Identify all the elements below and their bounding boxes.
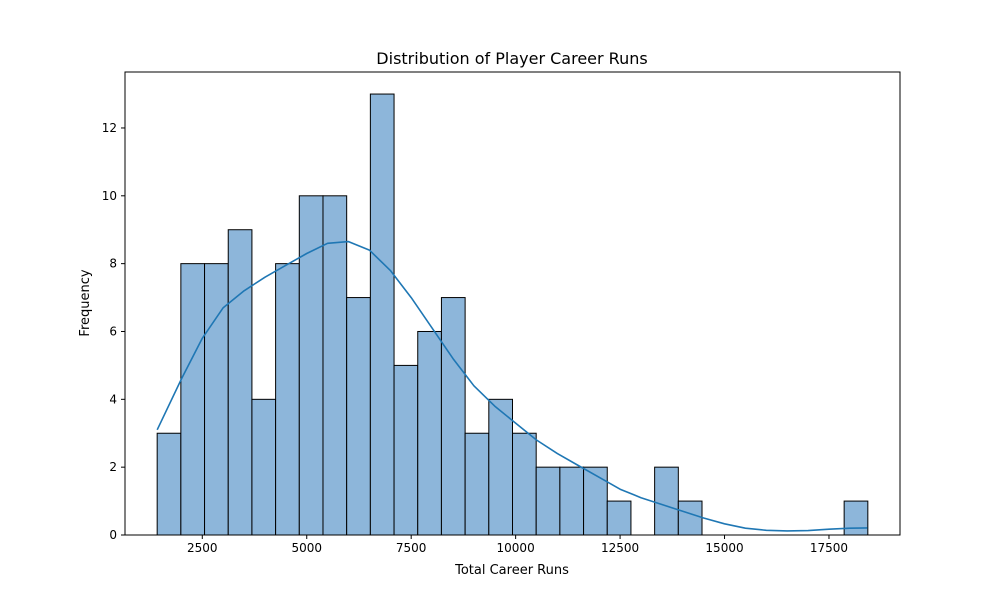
histogram-bar xyxy=(440,297,466,536)
x-tick-label: 12500 xyxy=(601,541,639,555)
histogram-bar xyxy=(512,432,537,536)
histogram-bar xyxy=(606,500,632,536)
histogram-bar xyxy=(369,93,395,536)
histogram-bar xyxy=(156,432,182,536)
histogram-bar xyxy=(583,466,608,536)
y-tick-label: 0 xyxy=(109,528,117,542)
plot-frame xyxy=(124,71,901,536)
y-tick-label: 6 xyxy=(109,324,117,338)
histogram-bar xyxy=(322,195,348,536)
y-axis-label: Frequency xyxy=(78,269,93,336)
histogram-bar xyxy=(535,466,561,536)
histogram-bar xyxy=(559,466,585,536)
x-axis-label: Total Career Runs xyxy=(454,563,569,578)
kde-layer xyxy=(156,240,868,532)
histogram-bar xyxy=(251,398,277,536)
chart-title: Distribution of Player Career Runs xyxy=(376,49,647,68)
y-axis-ticks: 0 2 4 6 8 10 12 xyxy=(102,121,125,542)
histogram-bar xyxy=(393,364,419,536)
kde-curve xyxy=(156,240,868,532)
x-tick-label: 5000 xyxy=(291,541,322,555)
histogram-bar xyxy=(275,263,300,536)
histogram-bar xyxy=(488,398,513,536)
histogram-bar xyxy=(227,229,253,536)
histogram-bar xyxy=(843,500,869,536)
histogram-bar xyxy=(204,263,229,536)
x-axis-ticks: 2500 5000 7500 10000 12500 15000 17500 xyxy=(187,535,848,555)
x-tick-label: 17500 xyxy=(810,541,848,555)
x-tick-label: 2500 xyxy=(187,541,218,555)
histogram-bar xyxy=(464,432,490,536)
y-tick-label: 10 xyxy=(102,189,117,203)
x-tick-label: 7500 xyxy=(396,541,427,555)
histogram-bar xyxy=(654,466,679,536)
y-tick-label: 2 xyxy=(109,460,117,474)
histogram-bar xyxy=(417,330,442,536)
bars-layer xyxy=(156,93,869,536)
y-tick-label: 4 xyxy=(109,392,117,406)
histogram-bar xyxy=(346,297,371,536)
x-tick-label: 10000 xyxy=(497,541,535,555)
x-tick-label: 15000 xyxy=(705,541,743,555)
y-tick-label: 8 xyxy=(109,257,117,271)
histogram-bar xyxy=(677,500,703,536)
y-tick-label: 12 xyxy=(102,121,117,135)
histogram-bar xyxy=(180,263,206,536)
